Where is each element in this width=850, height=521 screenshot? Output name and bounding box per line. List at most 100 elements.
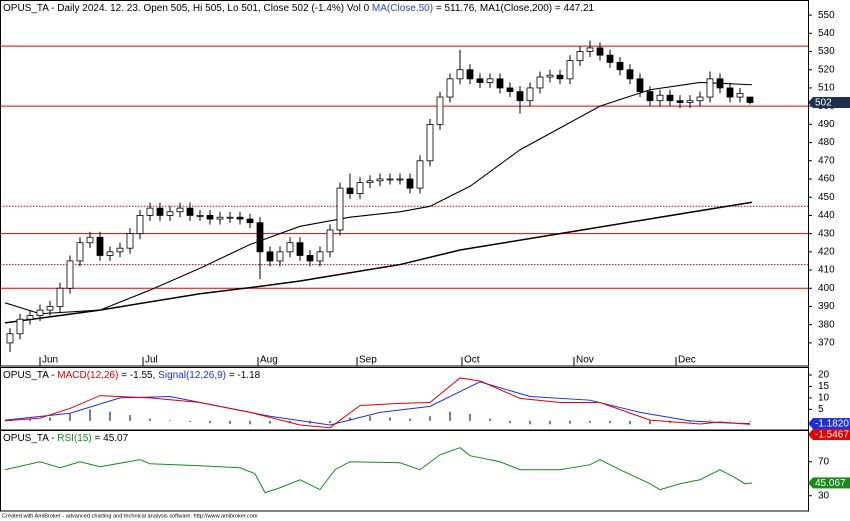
last-value-pointer	[808, 418, 813, 430]
panel-title-part: RSI(15)	[57, 433, 91, 444]
indicator-line	[4, 377, 751, 429]
candle-body	[16, 318, 24, 335]
candle-body	[446, 78, 454, 98]
histogram-bar	[709, 420, 711, 421]
panel-title: OPUS_TA - MACD(12,26) = -1.55, Signal(12…	[3, 370, 261, 381]
histogram-bar	[169, 420, 171, 421]
histogram-bar	[449, 411, 451, 421]
candle-body	[66, 260, 74, 289]
panel-title-part: OPUS_TA -	[3, 370, 57, 381]
candle-body	[356, 182, 364, 194]
candle-body	[596, 47, 604, 56]
y-tick-label: 460	[818, 174, 835, 185]
candle-body	[36, 309, 44, 316]
candle-body	[246, 218, 254, 224]
y-tick-label: 420	[818, 246, 835, 257]
footer: Created with AmiBroker - advanced charti…	[2, 513, 258, 519]
candle-body	[56, 287, 64, 307]
x-tick-label: Sep	[359, 355, 377, 366]
candle-body	[636, 78, 644, 92]
histogram-bar	[249, 420, 251, 425]
panel-title-part: MA(Close,50)	[372, 3, 433, 14]
candle-body	[106, 251, 114, 256]
candle-body	[606, 54, 614, 63]
candle-body	[326, 229, 334, 253]
histogram-bar	[549, 420, 551, 425]
candle-body	[526, 87, 534, 102]
panel-title-part: = -1.18	[226, 370, 261, 381]
histogram-bar	[649, 420, 651, 425]
candle-body	[376, 178, 384, 182]
histogram-bar	[429, 416, 431, 421]
candle-body	[186, 207, 194, 216]
histogram-bar	[409, 418, 411, 421]
candle-body	[576, 51, 584, 62]
y-tick-label: 370	[818, 338, 835, 349]
y-tick-label: 520	[818, 64, 835, 75]
histogram-bar	[189, 420, 191, 422]
candle-body	[266, 251, 274, 262]
x-tick-label: Dec	[678, 355, 696, 366]
candle-body	[456, 69, 464, 80]
last-value-box	[813, 429, 850, 441]
panel-frame	[0, 430, 809, 512]
histogram-bar	[389, 417, 391, 421]
candle-body	[716, 78, 724, 89]
panel-title-part: MACD(12,26)	[57, 370, 118, 381]
panel-title-part: = 447.21	[552, 3, 594, 14]
candle-body	[226, 216, 234, 219]
last-value-label: -1.5467	[815, 430, 849, 441]
candle-body	[556, 74, 564, 80]
y-tick-label: 490	[818, 119, 835, 130]
candle-body	[746, 96, 754, 103]
panel-title-part: Signal(12,26,9)	[158, 370, 226, 381]
histogram-bar	[609, 420, 611, 424]
histogram-bar	[629, 420, 631, 425]
candle-body	[176, 207, 184, 213]
candle-body	[146, 207, 154, 216]
candle-body	[196, 215, 204, 217]
y-tick-label: 470	[818, 155, 835, 166]
candle-body	[666, 94, 674, 102]
histogram-bar	[29, 418, 31, 421]
panel-title-part: = 45.07	[92, 433, 129, 444]
histogram-bar	[469, 413, 471, 421]
panel-frame	[0, 0, 809, 367]
candle-body	[686, 100, 694, 103]
candle-body	[156, 207, 164, 216]
y-tick-label: 430	[818, 228, 835, 239]
candle-body	[626, 69, 634, 80]
histogram-bar	[529, 420, 531, 425]
y-tick-label: 440	[818, 210, 835, 221]
x-tick-label: Jun	[42, 355, 58, 366]
candle-body	[296, 242, 304, 256]
y-tick-label: 410	[818, 265, 835, 276]
candle-body	[486, 78, 494, 83]
candle-body	[536, 76, 544, 89]
last-value-label: 45.067	[815, 478, 846, 489]
candle-body	[416, 160, 424, 189]
candle-body	[256, 222, 264, 253]
candle-body	[466, 69, 474, 80]
last-value-pointer	[808, 477, 813, 489]
panel-title-part: = -1.55,	[118, 370, 158, 381]
last-value-box	[813, 418, 850, 430]
y-tick-label: 30	[818, 490, 830, 501]
candle-body	[426, 123, 434, 162]
histogram-bar	[269, 420, 271, 424]
histogram-bar	[569, 420, 571, 424]
candle-body	[136, 215, 144, 235]
candle-body	[476, 78, 484, 83]
histogram-bar	[89, 409, 91, 421]
y-tick-label: 10	[818, 393, 830, 404]
last-value-pointer	[808, 429, 813, 441]
histogram-bar	[129, 415, 131, 421]
candle-body	[316, 251, 324, 262]
histogram-bar	[729, 420, 731, 422]
candle-body	[696, 96, 704, 102]
y-tick-label: 5	[818, 404, 824, 415]
candle-body	[96, 236, 104, 256]
y-tick-label: 450	[818, 192, 835, 203]
y-tick-label: 20	[818, 370, 830, 381]
